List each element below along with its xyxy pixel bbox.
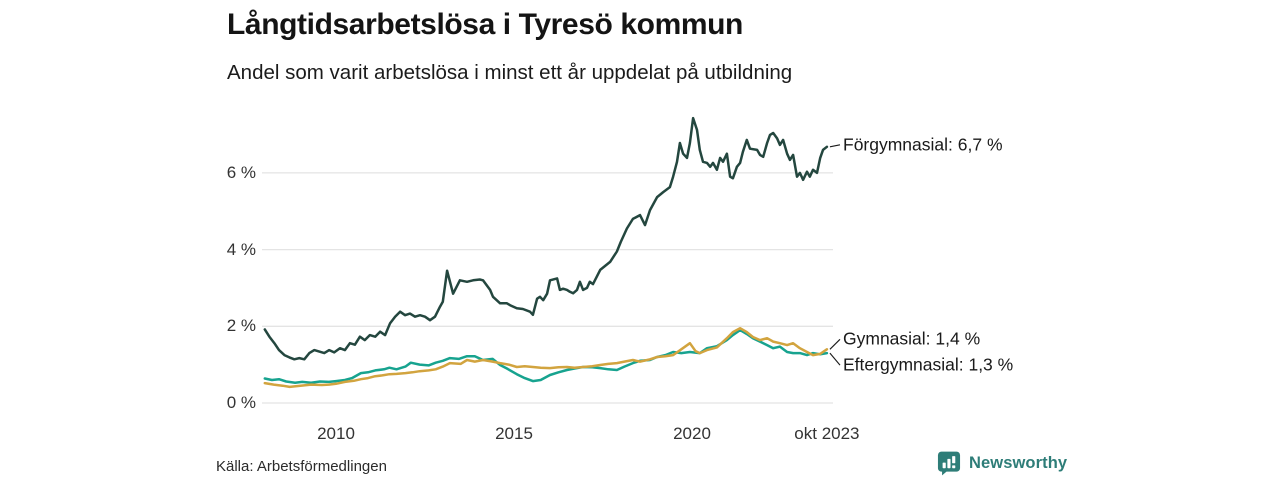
x-tick-label: 2010 — [317, 424, 355, 443]
brand-lockup: Newsworthy — [936, 450, 1067, 476]
page-title: Långtidsarbetslösa i Tyresö kommun — [227, 8, 743, 41]
y-tick-label: 2 % — [226, 316, 256, 336]
line-förgymnasial — [263, 116, 829, 361]
x-tick-label: 2015 — [495, 424, 533, 443]
y-tick-label: 6 % — [226, 162, 256, 182]
line-gymnasial — [263, 326, 829, 389]
label-connector — [829, 338, 841, 350]
line-eftergymnasial — [263, 328, 829, 384]
newsworthy-speech-bubble-bar-chart-icon — [937, 451, 961, 476]
x-tick-label: 2020 — [673, 424, 711, 443]
label-connector — [829, 144, 841, 148]
end-label-gymnasial: Gymnasial: 1,4 % — [843, 328, 981, 349]
label-connector — [829, 352, 841, 366]
source-attribution: Källa: Arbetsförmedlingen — [216, 458, 387, 475]
brand-name: Newsworthy — [969, 453, 1068, 472]
end-label-eftergymnasial: Eftergymnasial: 1,3 % — [843, 354, 1014, 375]
y-tick-label: 0 % — [226, 393, 256, 412]
y-tick-label: 4 % — [226, 239, 256, 259]
chart-subtitle: Andel som varit arbetslösa i minst ett å… — [227, 61, 793, 84]
x-tick-label: okt 2023 — [794, 424, 860, 443]
end-label-förgymnasial: Förgymnasial: 6,7 % — [843, 134, 1003, 155]
